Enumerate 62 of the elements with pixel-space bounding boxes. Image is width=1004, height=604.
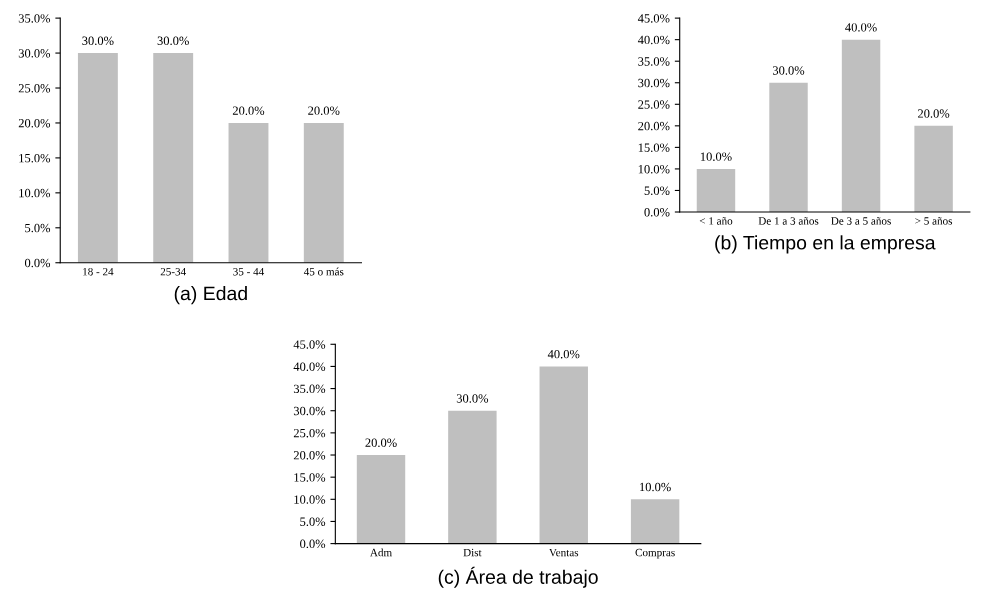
bar [356,455,406,544]
y-tick-label: 15.0% [638,143,670,152]
x-tick-label: Ventas [549,548,579,557]
data-label: 30.0% [772,66,805,75]
data-label: 10.0% [700,152,732,161]
data-label: 30.0% [157,36,189,46]
y-tick-label: 35.0% [18,14,51,23]
x-tick-label: Compras [635,548,675,559]
bar [539,366,588,544]
x-tick-label: Dist [463,548,482,557]
y-tick-label: 25.0% [638,100,670,109]
x-tick-label: 45 o más [303,267,344,276]
y-tick-label: 5.0% [644,186,670,195]
y-tick-label: 15.0% [19,153,51,163]
y-tick-label: 0.0% [300,539,326,549]
bar [630,499,680,544]
y-tick-label: 20.0% [638,121,670,131]
y-tick-label: 35.0% [293,384,326,394]
y-tick-label: 10.0% [294,495,326,504]
y-tick-label: 10.0% [19,188,51,198]
y-tick-label: 15.0% [294,473,326,482]
y-tick-label: 30.0% [18,49,51,58]
data-label: 30.0% [82,36,114,46]
y-tick-label: 20.0% [293,451,326,460]
y-tick-label: 40.0% [293,362,326,371]
x-tick-label: < 1 año [699,217,733,225]
x-tick-label: De 1 a 3 años [758,217,819,225]
bar [448,410,497,544]
y-tick-label: 35.0% [638,57,670,66]
y-tick-label: 10.0% [638,164,670,174]
y-tick-label: 30.0% [638,78,670,88]
x-axis-title: (a) Edad [174,286,247,305]
x-tick-label: De 3 a 5 años [831,217,891,225]
x-axis-title: (c) Área de trabajo [438,566,598,588]
y-tick-label: 45.0% [637,14,670,23]
y-tick-label: 30.0% [293,406,326,416]
x-tick-label: Adm [370,548,392,557]
bar [696,168,736,212]
x-tick-label: 18 - 24 [83,267,114,276]
y-tick-label: 20.0% [18,118,51,128]
y-tick-label: 25.0% [293,428,326,438]
x-axis-title: (b) Tiempo en la empresa [715,235,936,254]
x-tick-label: > 5 años [915,217,953,225]
data-label: 20.0% [918,109,950,118]
bar [769,82,808,212]
y-tick-label: 0.0% [24,258,51,268]
data-label: 40.0% [845,23,877,32]
bar [841,39,881,212]
y-tick-label: 5.0% [25,223,51,233]
data-label: 30.0% [456,394,489,403]
data-label: 20.0% [365,438,397,447]
x-tick-label: 25-34 [160,267,186,276]
y-tick-label: 5.0% [300,517,326,526]
data-label: 20.0% [308,106,340,115]
data-label: 40.0% [547,349,580,359]
x-tick-label: 35 - 44 [233,267,265,276]
y-tick-label: 40.0% [637,35,670,45]
data-label: 20.0% [232,106,265,115]
bar [914,125,953,212]
y-tick-label: 45.0% [293,340,326,349]
y-tick-label: 25.0% [18,84,51,93]
y-tick-label: 0.0% [644,208,670,217]
